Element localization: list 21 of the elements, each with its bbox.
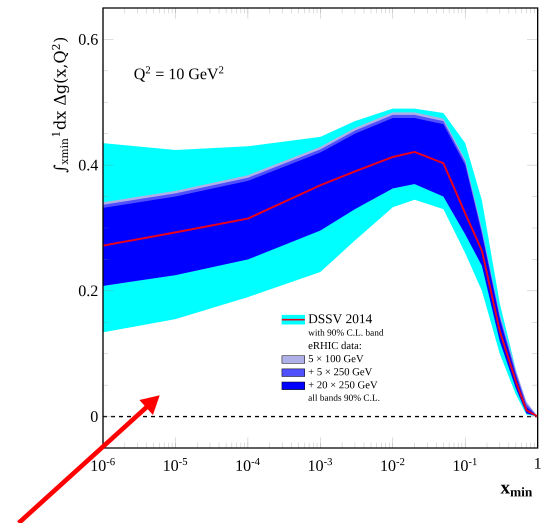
x-tick-label: 10$^{-4}$ [236,458,260,471]
legend-label: 5 × 100 GeV [308,355,364,362]
legend-label: + 20 × 250 GeV [308,381,378,388]
y-axis-title: ∫$_{xmin}$$^{1}$dx Δg(x,Q$^{2}$) [52,38,70,173]
x-tick-label: 10$^{-5}$ [164,458,188,471]
annotation: all bands 90% C.L. [308,394,380,401]
y-tick-label: 0.4 [78,160,98,171]
x-tick-label: 10$^{-2}$ [381,458,404,472]
text: x$_{min}$ [500,484,532,496]
y-tick-label: 0 [90,411,98,422]
y-tick-label: 0.6 [78,34,98,45]
x-tick-label: 10$^{-3}$ [308,458,332,472]
legend-title: eRHIC data: [308,342,361,350]
legend-label: DSSV 2014 [308,314,372,324]
annotation: Q$^{2}$ = 10 GeV$^{2}$ [134,66,224,82]
y-tick-label: 0.2 [78,285,98,296]
x-tick-label: 1 [535,458,541,469]
x-tick-label: 10$^{-1}$ [454,458,477,472]
annotation: with 90% C.L. band [308,329,384,336]
legend-label: + 5 × 250 GeV [308,368,372,376]
x-tick-label: 10$^{-6}$ [92,458,115,472]
